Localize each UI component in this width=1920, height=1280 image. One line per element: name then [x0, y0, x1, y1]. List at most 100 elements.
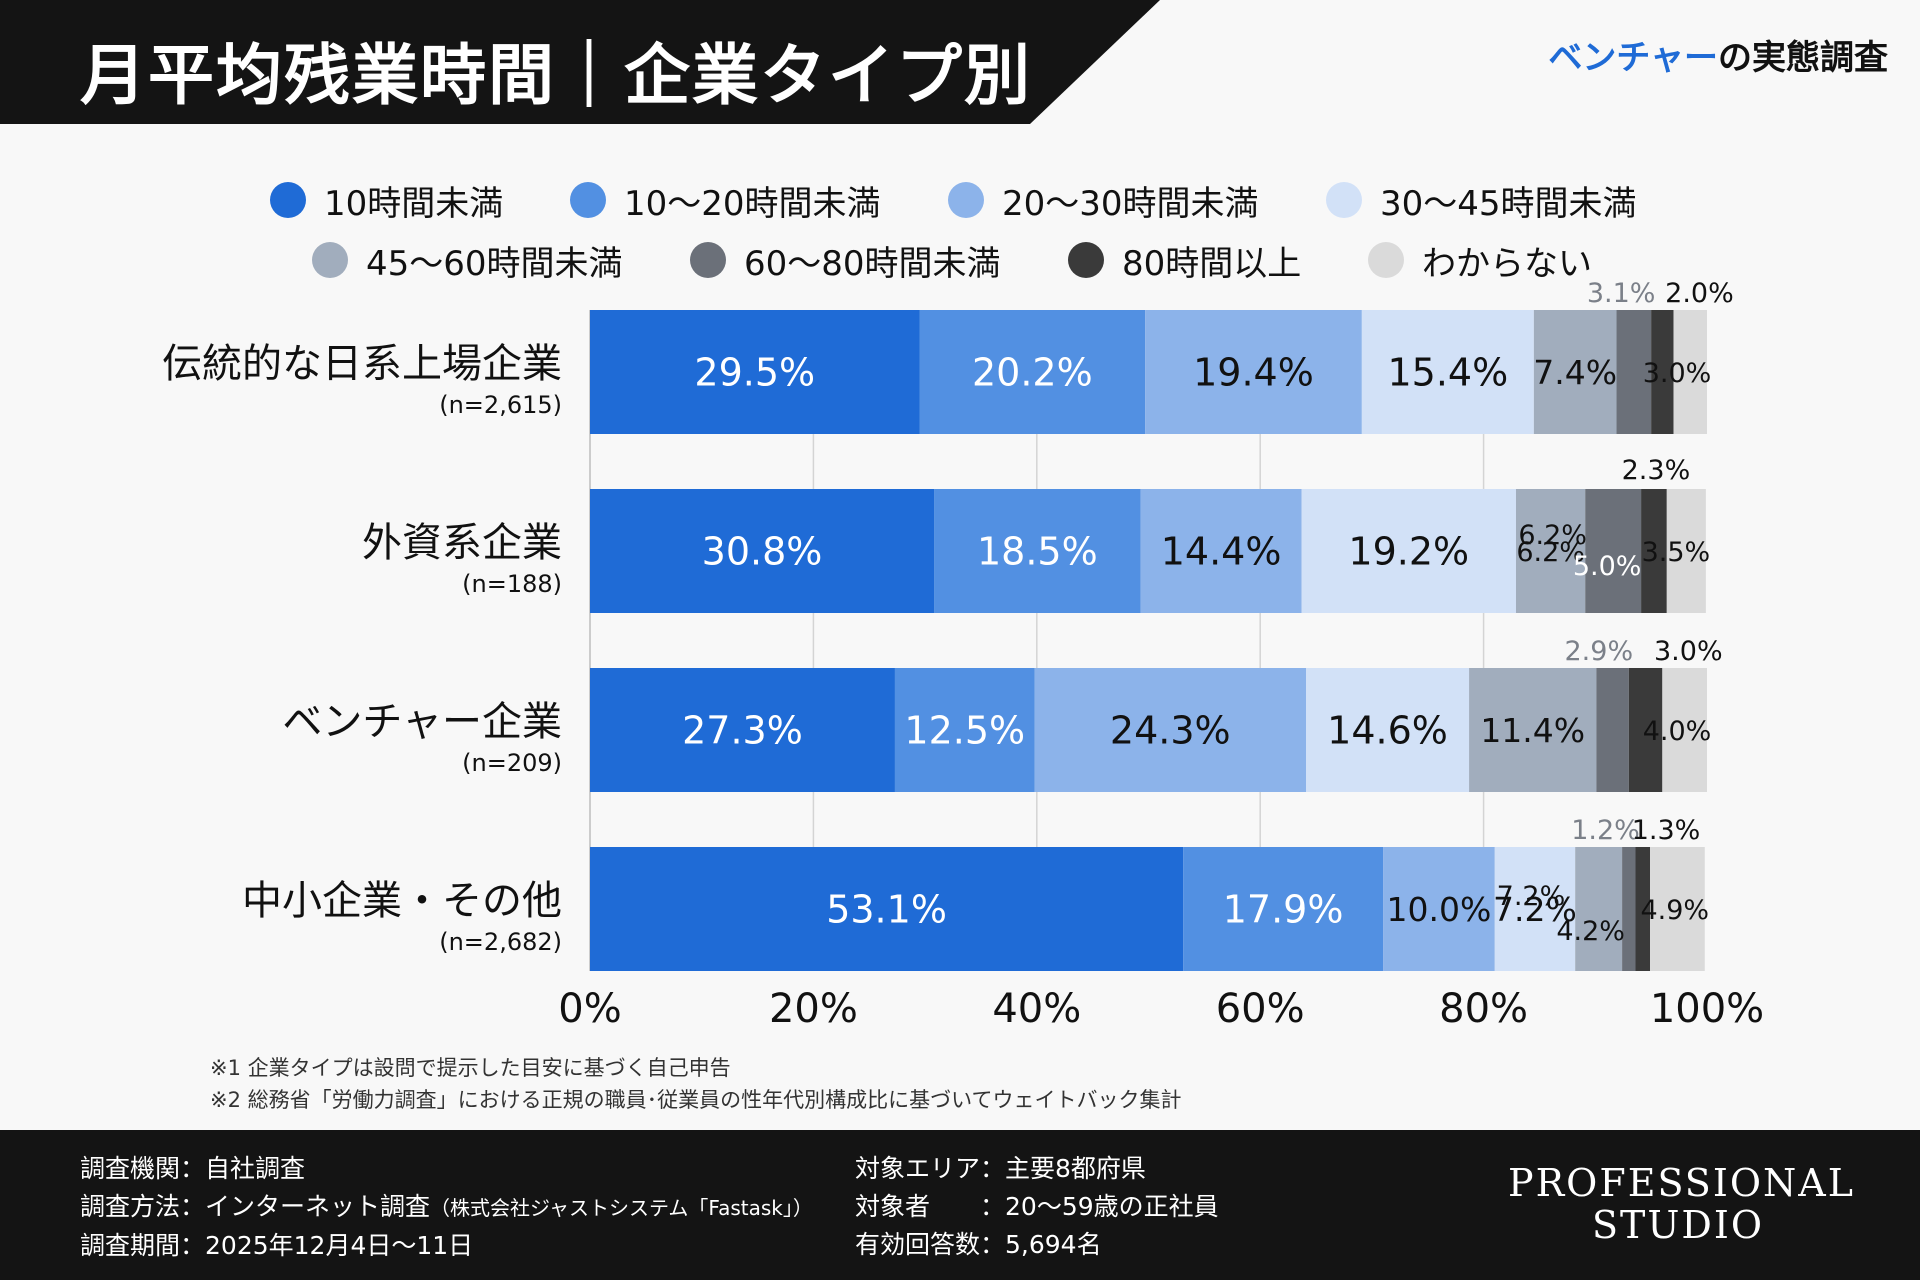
data-label: 2.0%: [1665, 278, 1734, 309]
data-label: 19.4%: [1193, 351, 1314, 395]
bar-segment-unknown: [1666, 489, 1706, 613]
bar-segment-unknown: [1650, 847, 1705, 971]
legend-item-unknown: わからない: [1368, 236, 1592, 285]
legend-dot-under10: [270, 182, 306, 218]
legend-item-60-80: 60〜80時間未満: [690, 236, 1068, 285]
bar-segment-over80: [1651, 310, 1674, 434]
category-label: 伝統的な日系上場企業: [162, 341, 562, 387]
bar-segment-h20_30: [1140, 489, 1302, 613]
bar-segment-over80: [1635, 847, 1651, 971]
brand-line-2: STUDIO: [1591, 1203, 1765, 1247]
data-label: 1.2%: [1571, 815, 1640, 846]
legend-item-45-60: 45〜60時間未満: [312, 236, 690, 285]
legend-label-20-30: 20〜30時間未満: [1002, 183, 1259, 224]
bar-segment-h20_30: [1383, 847, 1495, 971]
footer-method-value: インターネット調査: [205, 1192, 431, 1221]
bar-segment-h60_80: [1622, 847, 1636, 971]
x-tick-label: 60%: [1216, 986, 1305, 1032]
legend-label-60-80: 60〜80時間未満: [744, 243, 1001, 284]
bar-segment-h45_60: [1533, 310, 1617, 434]
legend-dot-60-80: [690, 242, 726, 278]
bar-segment-h30_45: [1301, 489, 1516, 613]
legend-dot-20-30: [948, 182, 984, 218]
footer-target: 対象者 ：20〜59歳の正社員: [855, 1188, 1219, 1226]
data-label: 7.2%: [1493, 890, 1577, 929]
category-sample-size: (n=2,682): [439, 928, 562, 956]
bar-segment-h10_20: [934, 489, 1141, 613]
footer-responses-value: 5,694名: [1005, 1230, 1102, 1259]
footer-method: 調査方法：インターネット調査（株式会社ジャストシステム「Fastask」）: [80, 1188, 813, 1227]
data-label: 2.9%: [1565, 636, 1634, 667]
title-banner: [0, 0, 1160, 124]
footer-org-label: 調査機関：: [80, 1154, 206, 1183]
data-label: 3.5%: [1642, 537, 1711, 568]
x-tick-label: 80%: [1439, 986, 1528, 1032]
x-tick-label: 20%: [769, 986, 858, 1032]
data-label: 2.3%: [1622, 455, 1691, 486]
bar-segment-under10: [590, 489, 935, 613]
footer-target-value: 20〜59歳の正社員: [1005, 1192, 1219, 1221]
data-label: 3.0%: [1643, 358, 1712, 389]
data-label: 18.5%: [977, 530, 1098, 574]
brand-line-1: PROFESSIONAL: [1508, 1161, 1855, 1205]
footer-period: 調査期間：2025年12月4日〜11日: [80, 1227, 813, 1265]
data-label: 12.5%: [904, 709, 1025, 753]
brand-logo: PROFESSIONAL STUDIO: [1508, 1161, 1855, 1247]
x-tick-label: 0%: [558, 986, 621, 1032]
data-label: 5.0%: [1573, 551, 1642, 582]
data-label: 17.9%: [1223, 888, 1344, 932]
bar-segment-h30_45: [1361, 310, 1534, 434]
footer-method-column: 調査機関：自社調査 調査方法：インターネット調査（株式会社ジャストシステム「Fa…: [80, 1150, 813, 1265]
data-label: 53.1%: [826, 888, 947, 932]
footer-period-label: 調査期間：: [80, 1231, 206, 1260]
legend-item-30-45: 30〜45時間未満: [1326, 176, 1637, 225]
bar-segment-unknown: [1673, 310, 1707, 434]
bar-segment-h10_20: [919, 310, 1146, 434]
bar-segment-h10_20: [1183, 847, 1384, 971]
legend-label-45-60: 45〜60時間未満: [366, 243, 623, 284]
x-tick-label: 40%: [992, 986, 1081, 1032]
legend-dot-10-20: [570, 182, 606, 218]
legend-dot-unknown: [1368, 242, 1404, 278]
footer-target-label: 対象者 ：: [855, 1192, 1006, 1221]
data-label: 27.3%: [682, 709, 803, 753]
bar-segment-h30_45: [1494, 847, 1576, 971]
bar-segment-h30_45: [1305, 668, 1470, 792]
bar-segment-under10: [590, 847, 1184, 971]
bar-segment-h45_60: [1575, 847, 1623, 971]
bar-segment-over80: [1628, 668, 1663, 792]
legend-label-over80: 80時間以上: [1122, 243, 1302, 284]
data-label: 4.0%: [1643, 716, 1712, 747]
data-label: 14.4%: [1161, 530, 1282, 574]
data-label: 3.1%: [1587, 278, 1656, 309]
footer-org: 調査機関：自社調査: [80, 1150, 813, 1188]
data-label: 6.2%: [1516, 537, 1585, 568]
data-label: 19.2%: [1348, 530, 1469, 574]
footer-target-column: 対象エリア：主要8都府県 対象者 ：20〜59歳の正社員 有効回答数：5,694…: [855, 1150, 1219, 1264]
legend-row-2: 45〜60時間未満 60〜80時間未満 80時間以上 わからない: [270, 230, 1670, 290]
data-label: 3.0%: [1654, 636, 1723, 667]
footer-area-label: 対象エリア：: [855, 1154, 1006, 1183]
legend-item-20-30: 20〜30時間未満: [948, 176, 1326, 225]
data-label: 4.9%: [1640, 895, 1709, 926]
category-label: 中小企業・その他: [242, 878, 562, 924]
bar-segment-h60_80: [1585, 489, 1642, 613]
legend-label-30-45: 30〜45時間未満: [1380, 183, 1637, 224]
bar-segment-h10_20: [894, 668, 1035, 792]
footer-responses: 有効回答数：5,694名: [855, 1226, 1219, 1264]
bar-segment-h45_60: [1469, 668, 1597, 792]
footnotes: ※1 企業タイプは設問で提示した目安に基づく自己申告 ※2 総務省「労働力調査」…: [210, 1052, 1182, 1116]
x-tick-label: 100%: [1650, 986, 1764, 1032]
subtitle-rest: の実態調査: [1718, 38, 1888, 78]
legend-dot-over80: [1068, 242, 1104, 278]
survey-footer: 調査機関：自社調査 調査方法：インターネット調査（株式会社ジャストシステム「Fa…: [0, 1130, 1920, 1280]
data-label: 1.3%: [1632, 815, 1701, 846]
bar-segment-unknown: [1662, 668, 1707, 792]
chart-legend: 10時間未満 10〜20時間未満 20〜30時間未満 30〜45時間未満 45〜…: [270, 170, 1670, 290]
footer-org-value: 自社調査: [205, 1154, 306, 1183]
legend-item-10-20: 10〜20時間未満: [570, 176, 948, 225]
data-label: 4.2%: [1556, 916, 1625, 947]
category-label: 外資系企業: [362, 520, 562, 566]
footer-method-label: 調査方法：: [80, 1192, 206, 1221]
legend-label-under10: 10時間未満: [324, 183, 504, 224]
